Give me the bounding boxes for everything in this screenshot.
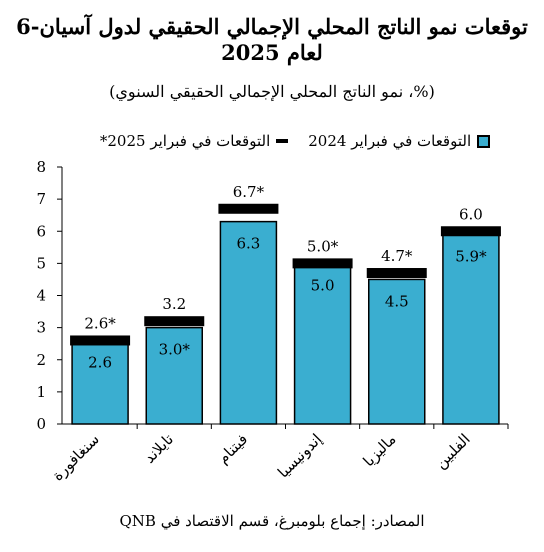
forecast-value-label: 4.7*: [381, 247, 413, 265]
bar: [293, 262, 352, 425]
legend-line-label: التوقعات في فبراير 2025*: [99, 132, 271, 150]
legend-bar-swatch: [477, 134, 491, 148]
y-tick-label: 7: [36, 190, 46, 208]
bar-value-label: 3.0*: [159, 341, 191, 359]
x-category-label: إندونيسيا: [274, 430, 325, 481]
x-category-label: ماليزيا: [359, 430, 399, 470]
legend-bar-label: التوقعات في فبراير 2024: [308, 132, 472, 150]
bar: [219, 220, 278, 425]
legend: التوقعات في فبراير 2025* التوقعات في فبر…: [60, 128, 530, 154]
legend-line-swatch: [276, 139, 289, 143]
y-tick-label: 5: [36, 254, 46, 272]
forecast-value-label: 2.6*: [84, 314, 116, 332]
chart-title-line1: توقعات نمو الناتج المحلي الإجمالي الحقيق…: [16, 14, 528, 39]
bar-value-label: 6.3: [236, 235, 260, 253]
y-tick-label: 0: [36, 415, 46, 433]
forecast-marker: [440, 226, 501, 237]
legend-item-bar: التوقعات في فبراير 2024: [308, 132, 491, 150]
chart-subtitle: (%، نمو الناتج المحلي الإجمالي الحقيقي ا…: [109, 82, 435, 101]
bar: [71, 339, 129, 425]
forecast-value-label: 5.0*: [307, 237, 339, 255]
y-tick-label: 8: [36, 158, 46, 176]
forecast-marker: [366, 268, 427, 279]
bar-value-label: 5.9*: [455, 247, 487, 265]
forecast-value-label: 6.0: [459, 205, 483, 223]
bar: [145, 326, 203, 425]
y-tick-label: 3: [36, 319, 46, 337]
x-category-label: تايلاند: [140, 430, 177, 467]
bar: [368, 278, 426, 425]
forecast-marker: [70, 335, 131, 346]
forecast-marker: [292, 258, 353, 269]
forecast-marker: [218, 203, 279, 214]
y-tick-label: 6: [36, 222, 46, 240]
y-tick-label: 1: [36, 383, 46, 401]
forecast-value-label: 6.7*: [233, 183, 265, 201]
source-note: المصادر: إجماع بلومبرغ، قسم الاقتصاد في …: [119, 512, 425, 530]
y-tick-label: 2: [36, 351, 46, 369]
forecast-value-label: 3.2: [162, 295, 186, 313]
forecast-marker: [144, 316, 205, 327]
x-category-label: سنغافورة: [49, 430, 103, 484]
legend-item-line: التوقعات في فبراير 2025*: [99, 132, 289, 150]
x-category-label: الفلبين: [431, 430, 473, 472]
y-tick-label: 4: [36, 287, 46, 305]
chart-title-line2: لعام 2025: [221, 40, 323, 65]
bar-value-label: 2.6: [88, 353, 112, 371]
x-category-label: فيتنام: [214, 430, 251, 467]
bar-value-label: 5.0: [311, 276, 335, 294]
bar-value-label: 4.5: [385, 292, 409, 310]
